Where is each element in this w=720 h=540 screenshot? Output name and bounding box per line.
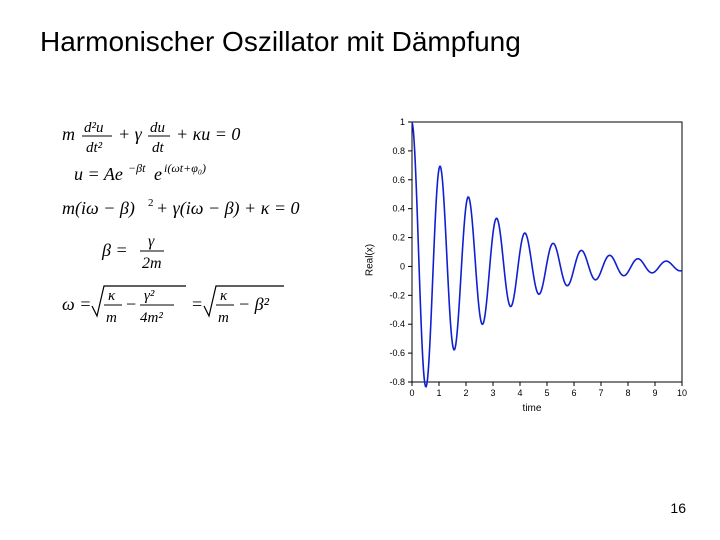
- svg-text:9: 9: [652, 388, 657, 398]
- chart-ylabel: Real(x): [365, 244, 376, 276]
- svg-text:-0.2: -0.2: [389, 290, 405, 300]
- svg-text:dt²: dt²: [86, 140, 103, 156]
- svg-text:m: m: [218, 310, 229, 326]
- svg-text:1: 1: [400, 117, 405, 127]
- svg-text:u = Ae: u = Ae: [74, 164, 123, 184]
- svg-text:0.8: 0.8: [392, 146, 405, 156]
- svg-text:8: 8: [625, 388, 630, 398]
- svg-text:m: m: [106, 310, 117, 326]
- svg-text:β =: β =: [101, 240, 128, 260]
- svg-text:2: 2: [148, 197, 154, 209]
- svg-text:κ: κ: [220, 288, 228, 304]
- page-title: Harmonischer Oszillator mit Dämpfung: [40, 26, 521, 58]
- svg-text:γ: γ: [148, 233, 155, 250]
- svg-text:m(iω − β): m(iω − β): [62, 198, 135, 219]
- svg-text:-0.6: -0.6: [389, 348, 405, 358]
- svg-text:2m: 2m: [142, 255, 162, 272]
- svg-text:0.4: 0.4: [392, 204, 405, 214]
- svg-text:κ: κ: [108, 288, 116, 304]
- svg-text:− β²: − β²: [238, 294, 270, 314]
- svg-text:+ κu = 0: + κu = 0: [176, 124, 240, 144]
- svg-text:7: 7: [598, 388, 603, 398]
- svg-text:du: du: [150, 122, 165, 136]
- svg-text:5: 5: [544, 388, 549, 398]
- chart-xlabel: time: [523, 403, 542, 414]
- chart-container: Real(x) 012345678910-0.8-0.6-0.4-0.200.2…: [372, 110, 692, 410]
- svg-text:+ γ(iω − β) + κ = 0: + γ(iω − β) + κ = 0: [156, 198, 299, 219]
- svg-text:0.2: 0.2: [392, 233, 405, 243]
- svg-text:dt: dt: [152, 140, 165, 156]
- svg-text:0: 0: [409, 388, 414, 398]
- svg-text:6: 6: [571, 388, 576, 398]
- svg-text:−βt: −βt: [128, 161, 146, 175]
- svg-text:γ²: γ²: [144, 288, 155, 304]
- svg-text:d²u: d²u: [84, 122, 104, 136]
- svg-text:2: 2: [463, 388, 468, 398]
- svg-text:e: e: [154, 164, 162, 184]
- svg-text:m: m: [62, 124, 75, 144]
- svg-text:0.6: 0.6: [392, 175, 405, 185]
- formula-block: m d²u dt² + γ du dt + κu = 0 u = Ae −βt ei(ωt+φ₀)…: [62, 122, 342, 422]
- svg-text:i(ωt+φ₀): i(ωt+φ₀): [164, 161, 206, 175]
- svg-text:4: 4: [517, 388, 522, 398]
- svg-text:1: 1: [436, 388, 441, 398]
- svg-text:ω =: ω =: [62, 294, 91, 314]
- svg-text:-0.4: -0.4: [389, 319, 405, 329]
- svg-text:0: 0: [400, 261, 405, 271]
- slide: Harmonischer Oszillator mit Dämpfung m d²…: [0, 0, 720, 540]
- svg-text:3: 3: [490, 388, 495, 398]
- svg-text:-0.8: -0.8: [389, 377, 405, 387]
- svg-text:=: =: [192, 294, 202, 314]
- damped-oscillator-chart: 0 1 2 3 4 5 6 7 8 9 10 -0.8 -0.6 -0.4 -0.2 0 0.2 0.4 0.6 0.…: [372, 110, 692, 400]
- svg-text:4m²: 4m²: [140, 310, 163, 326]
- svg-text:−: −: [126, 294, 136, 314]
- svg-text:10: 10: [677, 388, 687, 398]
- svg-text:+ γ: + γ: [118, 124, 143, 144]
- formula-svg: m d²u dt² + γ du dt + κu = 0 u = Ae −βt ei(ωt+φ₀)…: [62, 122, 342, 422]
- page-number: 16: [670, 500, 686, 516]
